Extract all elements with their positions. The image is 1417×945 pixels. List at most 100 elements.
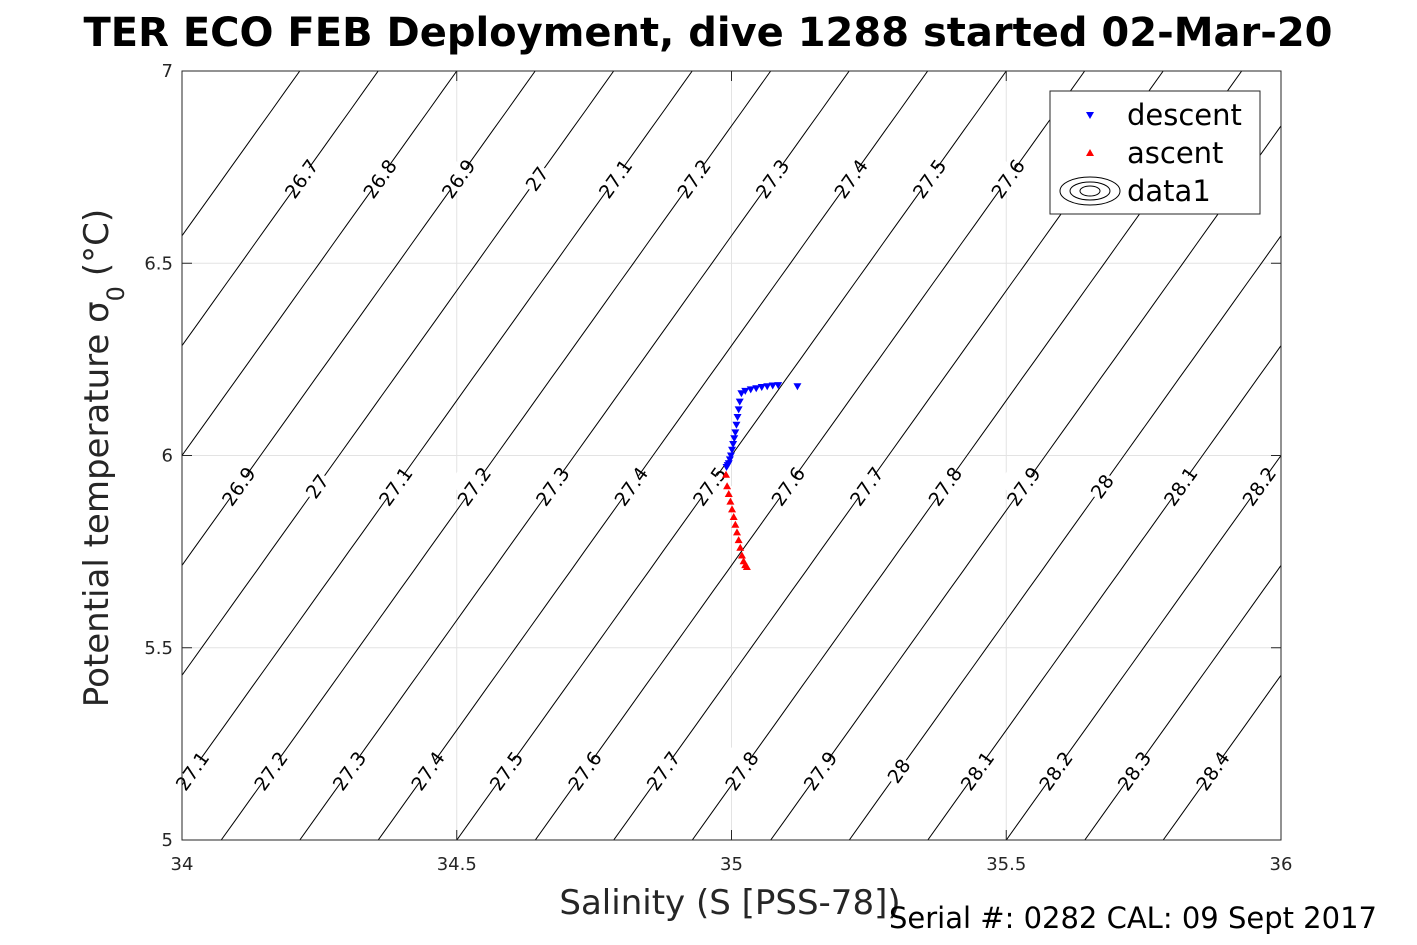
x-axis-label: Salinity (S [PSS-78]) [559, 883, 900, 923]
contour-label-background [951, 747, 1003, 795]
svg-text:Potential temperature σ0(°C): Potential temperature σ0 (°C) [77, 209, 130, 707]
y-tick-label: 5 [162, 830, 173, 851]
descent-point [730, 435, 739, 443]
descent-point [722, 464, 731, 472]
y-tick-label: 7 [162, 61, 173, 82]
contour-label-background [166, 747, 218, 795]
density-contour-line [1162, 674, 1281, 840]
legend-box [1049, 90, 1261, 215]
contour-label-background [527, 462, 578, 510]
contour-label-background [982, 155, 1034, 203]
descent-point [731, 429, 740, 437]
descent-point [726, 452, 735, 460]
density-contour-line [848, 234, 1281, 840]
y-tick-label: 6 [162, 446, 173, 467]
descent-point [733, 414, 742, 422]
ascent-point [734, 536, 743, 544]
contour-label-background [1108, 747, 1160, 795]
x-tick-label: 34.5 [437, 854, 477, 875]
ascent-point [731, 520, 740, 528]
contour-label-background [480, 747, 532, 795]
descent-point [729, 440, 738, 448]
ascent-point [729, 513, 738, 521]
y-axis-label: Potential temperature σ0 (°C) [77, 209, 130, 707]
contour-label-background [1233, 462, 1285, 510]
contour-label-background [354, 155, 406, 203]
x-tick-label: 35.5 [986, 854, 1026, 875]
contour-label-background [559, 747, 611, 795]
contour-label-background [684, 462, 735, 510]
contour-label-background [746, 155, 798, 203]
legend-descent-marker [1086, 112, 1094, 119]
chart-title: TER ECO FEB Deployment, dive 1288 starte… [83, 10, 1332, 56]
descent-point [728, 446, 737, 454]
contour-label-background [1187, 747, 1239, 795]
x-tick-label: 34 [171, 854, 194, 875]
contour-label-background [402, 747, 454, 795]
contour-label-background [245, 747, 297, 795]
density-contour-line [1005, 454, 1281, 840]
descent-point [741, 387, 750, 395]
legend-data1-label: data1 [1127, 174, 1211, 208]
footer-serial-cal: Serial #: 0282 CAL: 09 Sept 2017 [889, 901, 1377, 935]
descent-point [763, 383, 772, 391]
contour-label-background [668, 155, 720, 203]
y-tick-label: 5.5 [144, 638, 173, 659]
contour-label-background [1030, 747, 1082, 795]
legend-descent-label: descent [1127, 98, 1242, 132]
density-contour-line [1084, 564, 1281, 840]
contour-label-background [903, 155, 955, 203]
legend-ascent-label: ascent [1127, 136, 1223, 170]
y-axis-label-unit: (°C) [77, 209, 117, 276]
ascent-point [722, 470, 731, 478]
descent-point [735, 398, 744, 406]
legend-ascent-marker [1086, 149, 1094, 156]
axes: 34 34.5 35 35.5 36 5 5.5 6 6.5 7 [144, 61, 1292, 875]
descent-point [793, 383, 802, 391]
y-tick-label: 6.5 [144, 253, 173, 274]
contour-label-background [275, 155, 327, 203]
contour-label-background [370, 462, 421, 510]
ascent-point [737, 551, 746, 559]
data-series [722, 382, 802, 571]
descent-point [734, 406, 743, 414]
contour-label-background [448, 462, 500, 510]
ascent-point [742, 563, 751, 571]
contour-label-background [919, 462, 971, 510]
descent-point [774, 382, 783, 390]
contour-label-background [589, 155, 641, 203]
descent-point [725, 456, 734, 464]
density-contour-line [182, 71, 301, 237]
contour-label-background [291, 462, 343, 510]
contour-label-background [716, 747, 768, 795]
ascent-point [728, 505, 737, 513]
contour-label-background [432, 155, 484, 203]
contour-label-background [213, 462, 264, 510]
ascent-point [732, 528, 741, 536]
descent-point [737, 390, 746, 398]
descent-point [768, 382, 777, 390]
ascent-point [723, 482, 732, 490]
descent-point [732, 421, 741, 429]
contour-label-background [323, 747, 375, 795]
contour-label-background [1076, 462, 1128, 510]
contour-label-background [511, 155, 563, 203]
y-axis-label-main: Potential temperature σ [77, 301, 117, 707]
x-tick-label: 36 [1270, 854, 1293, 875]
legend: descent ascent data1 [1049, 90, 1261, 215]
legend-contour-icon [1059, 176, 1121, 206]
contour-label-background [841, 462, 892, 510]
ascent-point [736, 543, 745, 551]
contour-label-background [762, 462, 814, 510]
contour-label-background [1155, 462, 1206, 510]
contour-label-background [825, 155, 877, 203]
contour-label-background [873, 747, 925, 795]
contour-label-background [637, 747, 689, 795]
contour-label-background [605, 462, 657, 510]
y-axis-label-subscript: 0 [102, 286, 130, 301]
ascent-point [724, 489, 733, 497]
x-tick-label: 35 [720, 854, 743, 875]
contour-label-background [794, 747, 846, 795]
contour-label-background [998, 462, 1049, 510]
